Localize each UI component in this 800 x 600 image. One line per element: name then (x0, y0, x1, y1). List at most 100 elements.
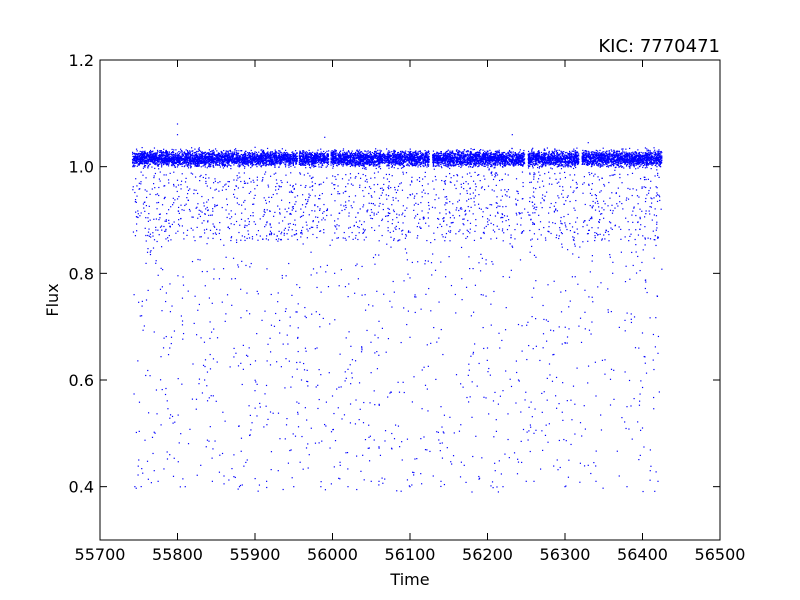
baseline-point (421, 155, 423, 158)
baseline-point (167, 153, 170, 155)
baseline-point (161, 157, 163, 159)
baseline-point (230, 155, 233, 157)
baseline-point (302, 155, 304, 158)
baseline-point (333, 151, 335, 153)
baseline-point (421, 162, 423, 164)
baseline-point (230, 165, 232, 167)
baseline-point (373, 163, 376, 165)
baseline-point (228, 161, 230, 163)
baseline-point (241, 150, 243, 152)
baseline-point (424, 152, 427, 154)
baseline-point (396, 160, 398, 162)
baseline-point (323, 153, 325, 155)
baseline-point (188, 158, 191, 160)
baseline-point (157, 163, 159, 166)
baseline-point (172, 156, 174, 159)
baseline-point (167, 161, 170, 163)
baseline-point (237, 153, 239, 155)
baseline-point (368, 151, 370, 153)
baseline-point (228, 163, 230, 165)
baseline-point (292, 164, 294, 167)
baseline-point (400, 154, 402, 156)
baseline-point (136, 162, 138, 164)
baseline-point (257, 157, 259, 160)
baseline-point (279, 163, 282, 165)
baseline-point (406, 153, 409, 156)
baseline-point (312, 157, 315, 159)
baseline-point (418, 160, 420, 162)
baseline-point (389, 160, 391, 162)
baseline-point (192, 160, 194, 162)
baseline-point (374, 165, 376, 167)
baseline-point (340, 156, 342, 158)
baseline-point (279, 160, 281, 162)
baseline-point (241, 161, 243, 163)
baseline-point (158, 156, 161, 158)
baseline-point (345, 154, 347, 156)
baseline-point (235, 154, 237, 156)
baseline-point (323, 161, 326, 163)
baseline-point (236, 158, 238, 160)
baseline-point (295, 153, 297, 155)
baseline-point (385, 159, 387, 161)
baseline-point (386, 165, 388, 167)
baseline-point (183, 151, 186, 153)
baseline-point (251, 163, 253, 165)
baseline-point (210, 162, 212, 164)
baseline-point (341, 160, 344, 162)
baseline-point (174, 166, 177, 168)
baseline-point (147, 167, 149, 169)
baseline-point (356, 158, 358, 160)
baseline-point (423, 159, 425, 161)
baseline-point (279, 158, 281, 160)
baseline-point (172, 156, 174, 158)
baseline-point (159, 162, 161, 164)
baseline-point (390, 159, 392, 161)
baseline-point (299, 163, 301, 165)
baseline-point (219, 166, 222, 168)
baseline-point (402, 155, 404, 157)
baseline-point (244, 161, 247, 163)
baseline-point (257, 159, 259, 162)
baseline-point (211, 153, 213, 155)
baseline-point (299, 150, 301, 152)
baseline-point (252, 157, 254, 159)
baseline-point (361, 160, 363, 163)
baseline-point (213, 153, 215, 155)
baseline-point (232, 153, 234, 155)
baseline-point (371, 156, 373, 158)
baseline-point (392, 157, 394, 159)
baseline-point (183, 162, 185, 165)
baseline-point (374, 161, 376, 163)
baseline-point (234, 152, 236, 155)
baseline-point (317, 149, 319, 151)
baseline-point (192, 159, 194, 162)
baseline-point (279, 157, 281, 159)
baseline-point (153, 156, 155, 158)
baseline-point (400, 153, 402, 155)
baseline-point (212, 164, 214, 166)
baseline-point (158, 154, 161, 156)
baseline-point (210, 165, 212, 167)
baseline-point (185, 149, 187, 151)
baseline-point (185, 162, 188, 164)
baseline-point (198, 158, 201, 160)
baseline-point (246, 159, 248, 162)
baseline-point (210, 157, 212, 159)
baseline-point (290, 165, 292, 167)
baseline-point (137, 155, 139, 158)
baseline-point (426, 152, 428, 154)
baseline-point (427, 150, 430, 152)
baseline-point (289, 163, 291, 166)
baseline-point (407, 157, 409, 159)
baseline-point (142, 152, 144, 154)
baseline-point (305, 157, 307, 159)
baseline-point (306, 161, 308, 163)
baseline-point (326, 159, 329, 161)
baseline-point (369, 158, 372, 160)
baseline-point (319, 158, 321, 160)
baseline-point (210, 159, 212, 161)
baseline-point (240, 159, 242, 161)
baseline-point (333, 155, 335, 157)
baseline-point (141, 152, 144, 154)
